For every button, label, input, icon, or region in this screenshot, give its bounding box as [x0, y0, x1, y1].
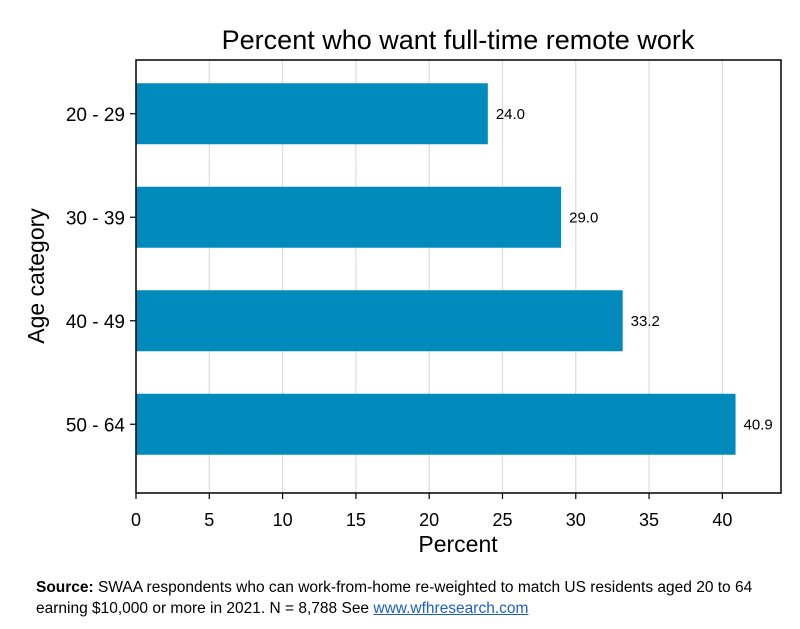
bar-value-label: 24.0 — [496, 106, 525, 123]
source-link[interactable]: www.wfhresearch.com — [373, 600, 529, 617]
chart-title: Percent who want full-time remote work — [222, 25, 695, 55]
y-tick-label: 50 - 64 — [66, 415, 126, 436]
x-tick-label: 5 — [204, 510, 214, 530]
y-axis-label: Age category — [23, 208, 49, 344]
y-axis: 20 - 29 30 - 39 40 - 49 50 - 64 — [66, 105, 136, 436]
bar-value-label: 40.9 — [744, 416, 773, 433]
x-axis: 0 5 10 15 20 25 30 35 40 — [131, 493, 732, 530]
y-tick-label: 40 - 49 — [66, 312, 125, 333]
x-tick-label: 0 — [131, 510, 141, 530]
x-tick-label: 35 — [639, 510, 659, 530]
y-tick-label: 20 - 29 — [66, 105, 125, 126]
bar — [136, 290, 623, 352]
x-tick-label: 40 — [712, 510, 732, 530]
bar — [136, 393, 736, 455]
x-tick-label: 15 — [346, 510, 366, 530]
source-text: SWAA respondents who can work-from-home … — [36, 579, 753, 617]
bar — [136, 186, 562, 248]
bar-value-label: 33.2 — [631, 313, 660, 330]
y-tick-label: 30 - 39 — [66, 208, 125, 229]
x-tick-label: 25 — [492, 510, 512, 530]
plot-frame — [135, 59, 782, 494]
x-tick-label: 20 — [419, 510, 439, 530]
bar-value-label: 29.0 — [569, 209, 598, 226]
x-tick-label: 10 — [273, 510, 293, 530]
bar — [136, 83, 488, 145]
x-axis-label: Percent — [418, 531, 498, 557]
source-note: Source: SWAA respondents who can work-fr… — [36, 577, 786, 619]
bars — [136, 83, 736, 455]
source-label: Source: — [36, 579, 94, 596]
x-tick-label: 30 — [566, 510, 586, 530]
value-labels: 24.0 29.0 33.2 40.9 — [496, 106, 773, 434]
bar-chart: Percent who want full-time remote work 2… — [23, 25, 782, 557]
